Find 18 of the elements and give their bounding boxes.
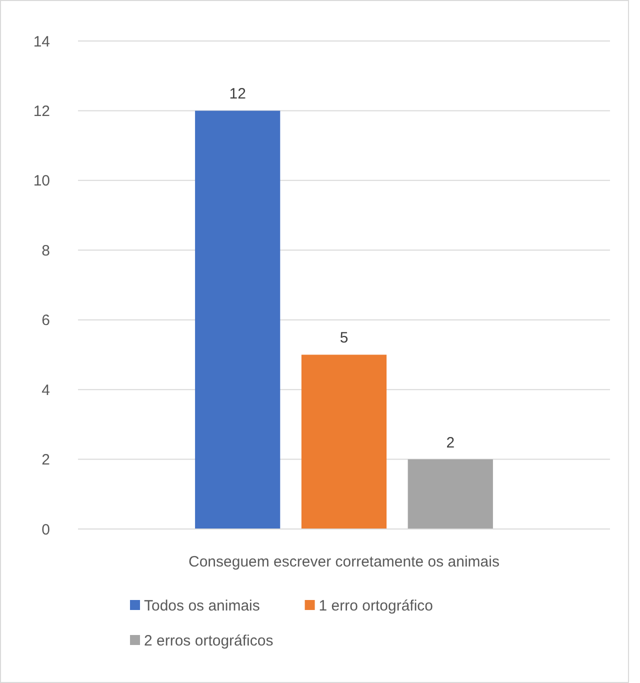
data-label: 2 <box>446 434 455 452</box>
y-tick-label: 0 <box>42 521 50 538</box>
x-tick-label: Conseguem escrever corretamente os animais <box>188 553 500 570</box>
y-tick-label: 10 <box>33 172 50 190</box>
bar <box>408 459 493 529</box>
y-tick-label: 2 <box>42 452 50 469</box>
data-label: 5 <box>340 330 348 347</box>
bar <box>301 354 387 529</box>
legend-label: 1 erro ortográfico <box>318 597 434 614</box>
y-tick-label: 6 <box>42 312 50 330</box>
y-tick-label: 12 <box>33 102 50 120</box>
y-tick-label: 14 <box>33 33 50 50</box>
y-tick-label: 8 <box>42 242 50 260</box>
bar <box>195 110 280 529</box>
data-label: 12 <box>229 86 246 103</box>
legend-label: 2 erros ortográficos <box>144 632 274 650</box>
y-tick-label: 4 <box>42 382 50 399</box>
legend-label: Todos os animais <box>144 597 260 614</box>
